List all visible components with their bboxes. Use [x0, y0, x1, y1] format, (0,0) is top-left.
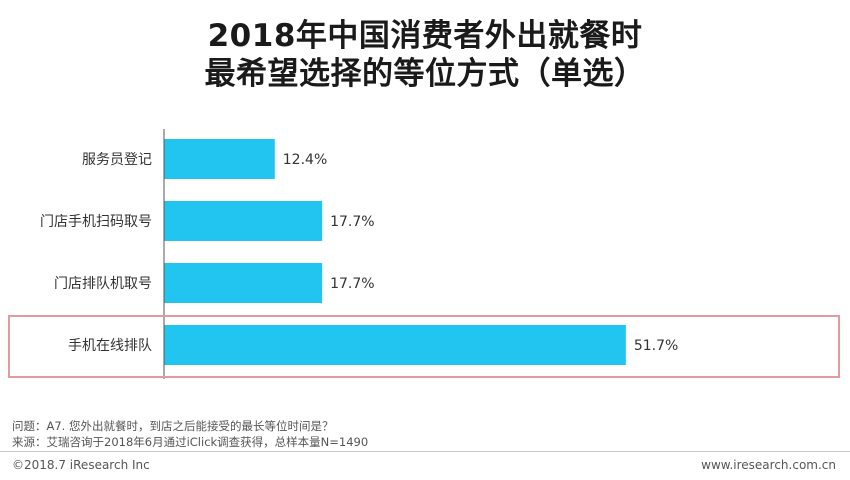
value-label-3: 17.7%	[330, 276, 374, 292]
bar-2	[164, 201, 323, 241]
category-label-2: 门店手机扫码取号	[40, 214, 152, 230]
category-label-3: 门店排队机取号	[54, 276, 152, 292]
footnote-source: 来源：艾瑞咨询于2018年6月通过iClick调查获得，总样本量N=1490	[12, 435, 369, 449]
value-label-1: 12.4%	[283, 152, 327, 168]
website-url: www.iresearch.com.cn	[701, 458, 836, 472]
highlight-box	[8, 315, 840, 378]
category-label-1: 服务员登记	[82, 152, 152, 168]
copyright-text: ©2018.7 iResearch Inc	[12, 458, 150, 472]
bar-3	[164, 263, 323, 303]
footer-divider	[0, 451, 850, 452]
value-label-2: 17.7%	[330, 214, 374, 230]
bar-1	[164, 139, 275, 179]
value-label-4: 51.7%	[634, 338, 678, 354]
bar-4	[164, 325, 626, 365]
chart-title-line-1: 2018年中国消费者外出就餐时	[207, 18, 643, 54]
footnote-question: 问题：A7. 您外出就餐时，到店之后能接受的最长等位时间是？	[12, 419, 334, 433]
category-label-4: 手机在线排队	[68, 338, 152, 354]
chart-title-line-2: 最希望选择的等位方式（单选）	[204, 56, 646, 92]
